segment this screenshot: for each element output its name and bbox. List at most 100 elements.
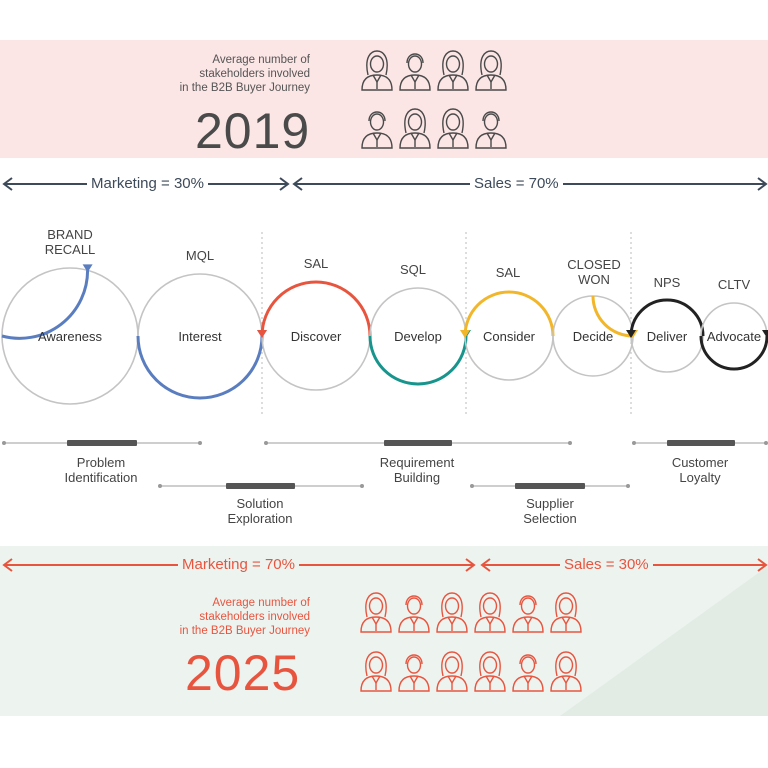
stage-arc <box>368 335 468 386</box>
marketing-2019-label: Marketing = 30% <box>87 175 208 192</box>
stage-label-line: SAL <box>495 265 521 280</box>
stage-label-discover: SAL <box>296 256 336 271</box>
stage-name: Interest <box>178 329 222 344</box>
stakeholder-female-icon <box>550 651 582 692</box>
band-2019 <box>0 40 768 158</box>
phase-label-line: Problem <box>76 455 126 470</box>
phase-label-line: Building <box>393 470 441 485</box>
stage-name: Consider <box>483 329 536 344</box>
phase-bar-problem-identification <box>2 440 202 446</box>
stage-circle-discover: Discover <box>257 280 372 391</box>
phase-label-line: Selection <box>523 511 577 526</box>
stage-label-awareness: BRAND RECALL <box>40 227 100 257</box>
arrowhead-right-icon <box>757 177 768 191</box>
phase-label-supplier-selection: Supplier Selection <box>495 496 605 526</box>
stage-arc <box>136 335 264 400</box>
marketing-2025-label: Marketing = 70% <box>178 556 299 573</box>
arc-arrow-icon <box>257 330 267 338</box>
stakeholder-male-icon <box>512 654 544 692</box>
arc-arrow-icon <box>460 330 470 338</box>
stakeholder-female-icon <box>437 108 469 149</box>
stage-label-consider: SAL <box>488 265 528 280</box>
stakeholder-label-line: Average number of <box>212 54 310 66</box>
stakeholder-label-2019: Average number of stakeholders involved … <box>150 53 310 95</box>
phase-bar-supplier-selection <box>470 483 630 489</box>
stakeholder-female-icon <box>360 651 392 692</box>
stakeholder-male-icon <box>398 595 430 633</box>
stage-label-line: BRAND <box>47 227 93 242</box>
arrowhead-left-icon <box>292 177 303 191</box>
stage-label-advocate: CLTV <box>714 277 754 292</box>
phase-bar-customer-loyalty <box>632 440 768 446</box>
stage-circle-advocate: Advocate <box>699 302 768 371</box>
stakeholder-label-line: in the B2B Buyer Journey <box>179 625 310 637</box>
stage-arc <box>260 280 372 337</box>
phase-label-problem-identification: Problem Identification <box>46 455 156 485</box>
stage-label-decide: CLOSED WON <box>562 257 626 287</box>
phase-label-solution-exploration: Solution Exploration <box>205 496 315 526</box>
stakeholder-male-icon <box>512 595 544 633</box>
stage-name: Develop <box>394 329 442 344</box>
stage-label-line: SQL <box>399 262 426 277</box>
stage-label-develop: SQL <box>393 262 433 277</box>
stakeholder-male-icon <box>398 654 430 692</box>
stage-name: Awareness <box>38 329 103 344</box>
sales-2025-label: Sales = 30% <box>560 556 653 573</box>
stakeholder-female-icon <box>436 592 468 633</box>
sales-2019-label: Sales = 70% <box>470 175 563 192</box>
stakeholder-female-icon <box>361 50 393 91</box>
phase-bar-requirement-building <box>264 440 572 446</box>
year-2025: 2025 <box>185 645 301 701</box>
stage-label-line: NPS <box>653 275 681 290</box>
band-2025 <box>0 546 768 716</box>
stakeholder-female-icon <box>399 108 431 149</box>
stage-name: Advocate <box>707 329 761 344</box>
stakeholder-label-2025: Average number of stakeholders involved … <box>150 596 310 638</box>
stakeholder-female-icon <box>360 592 392 633</box>
stage-label-line: WON <box>578 272 610 287</box>
phase-label-line: Loyalty <box>679 470 721 485</box>
phase-label-line: Supplier <box>526 496 574 511</box>
stakeholder-label-line: stakeholders involved <box>199 68 310 80</box>
stage-arc <box>463 290 555 337</box>
stage-arc <box>591 295 634 338</box>
arc-arrow-icon <box>82 264 93 273</box>
stage-label-line: RECALL <box>44 242 96 257</box>
stage-label-line: SAL <box>303 256 329 271</box>
background-wedge <box>560 566 768 716</box>
phase-label-line: Customer <box>671 455 729 470</box>
phase-label-line: Identification <box>64 470 138 485</box>
stage-arc <box>1 270 90 340</box>
arc-arrow-icon <box>762 330 768 338</box>
stage-circle-decide: Decide <box>552 295 638 377</box>
arrowhead-left-icon <box>2 177 13 191</box>
stakeholder-female-icon <box>474 592 506 633</box>
stakeholder-label-line: in the B2B Buyer Journey <box>179 82 310 94</box>
phase-label-line: Exploration <box>227 511 293 526</box>
stakeholder-male-icon <box>361 111 393 149</box>
phase-label-customer-loyalty: Customer Loyalty <box>645 455 755 485</box>
stage-arc <box>629 298 705 337</box>
stakeholder-label-line: stakeholders involved <box>199 611 310 623</box>
arrowhead-left-icon <box>2 558 13 572</box>
stakeholder-female-icon <box>474 651 506 692</box>
stage-name: Deliver <box>647 329 688 344</box>
stakeholder-female-icon <box>436 651 468 692</box>
stage-label-line: MQL <box>185 248 215 263</box>
stakeholder-female-icon <box>437 50 469 91</box>
stage-label-interest: MQL <box>180 248 220 263</box>
stakeholder-male-icon <box>475 111 507 149</box>
stage-circle-deliver: Deliver <box>626 298 705 373</box>
stakeholder-female-icon <box>475 50 507 91</box>
arrowhead-right-icon <box>465 558 476 572</box>
stage-label-deliver: NPS <box>647 275 687 290</box>
stage-label-line: CLTV <box>717 277 751 292</box>
year-2019: 2019 <box>195 103 311 159</box>
stage-name: Discover <box>291 329 342 344</box>
phase-bar-solution-exploration <box>158 483 364 489</box>
phase-label-line: Requirement <box>379 455 455 470</box>
phase-label-line: Solution <box>236 496 284 511</box>
